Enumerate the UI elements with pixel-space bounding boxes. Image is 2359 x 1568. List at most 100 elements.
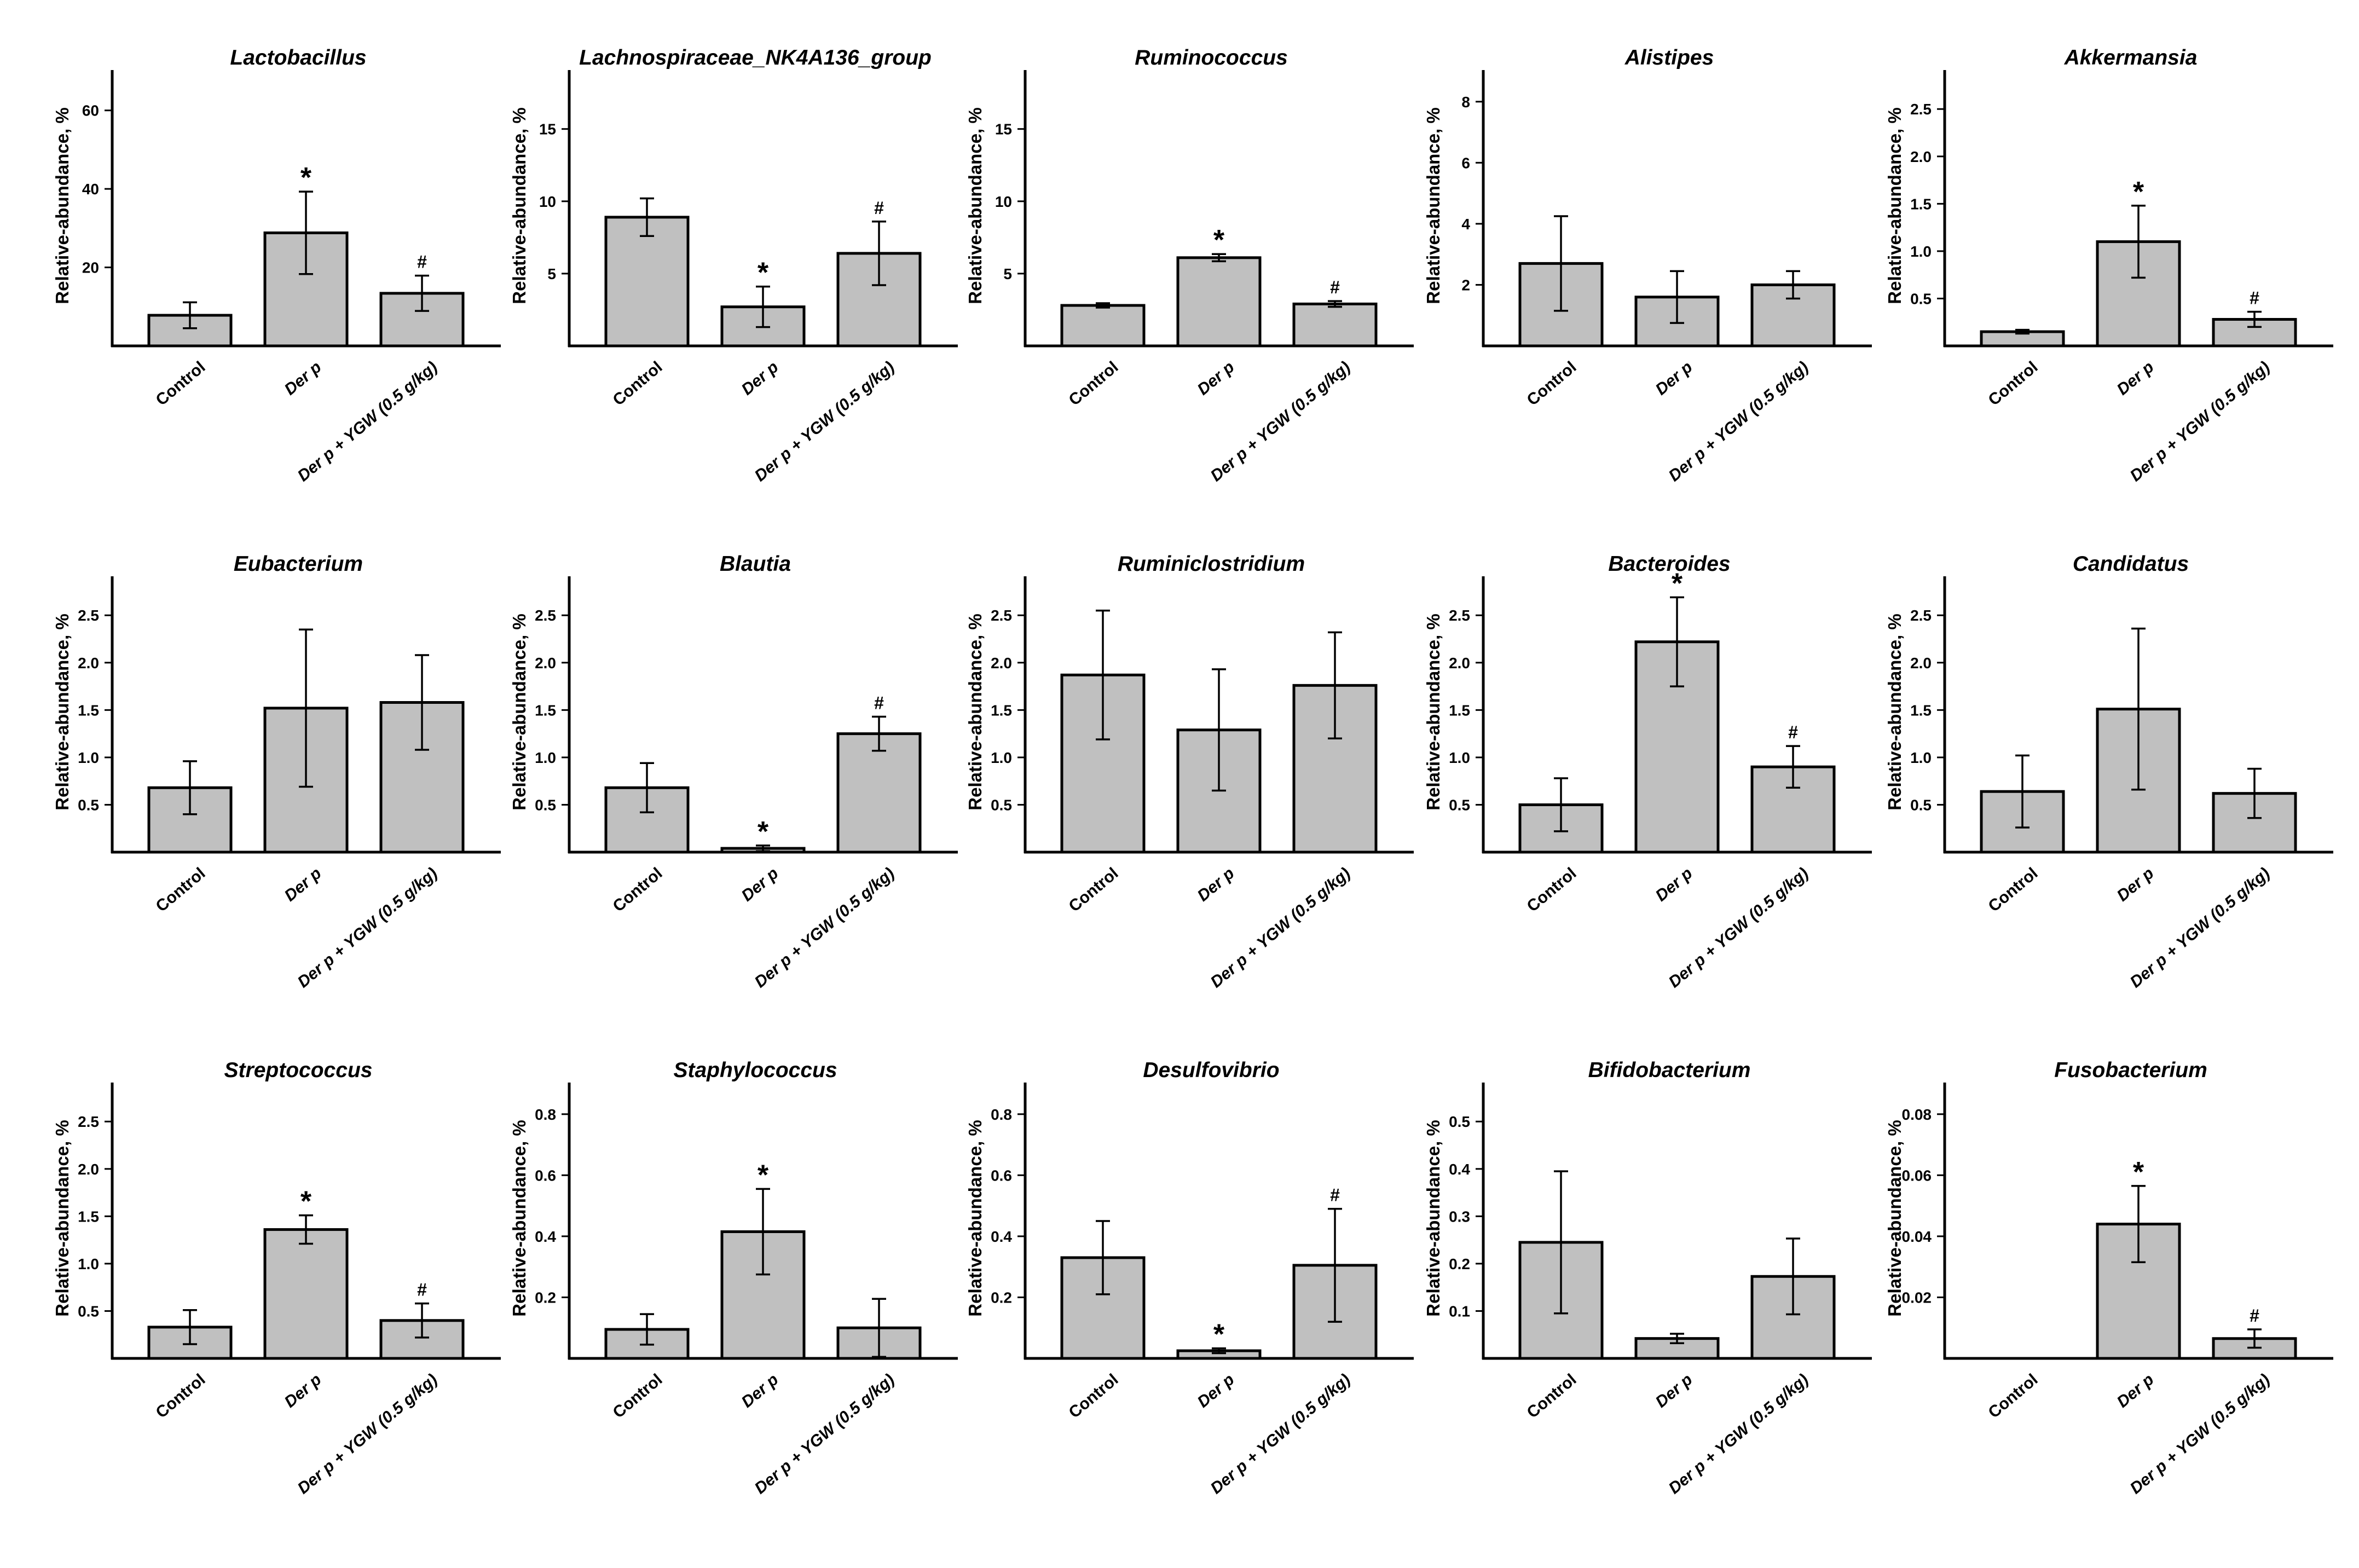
significance-star: * [2133,1156,2144,1188]
x-category-label: Control [1066,358,1122,409]
y-tick-label: 0.4 [991,1228,1012,1245]
x-category-label: Der p [281,358,325,399]
y-tick-label: 0.2 [1449,1255,1470,1272]
y-tick-label: 4 [1461,216,1470,233]
y-axis-label: Relative-abundance, % [1884,1120,1905,1316]
y-tick-label: 1.0 [1449,749,1470,766]
x-category-label: Control [153,358,209,409]
significance-hash: # [2250,1306,2259,1326]
x-category-label: Control [610,864,666,916]
x-category-label: Der p [2114,358,2158,399]
chart-title: Fusobacterium [2054,1058,2207,1082]
y-tick-label: 2.0 [1910,148,1932,165]
y-tick-label: 15 [539,121,556,138]
x-category-label: Der p [1194,358,1238,399]
y-tick-label: 2.5 [1910,101,1932,118]
x-category-label: Der p [1194,1370,1238,1411]
y-axis-label: Relative-abundance, % [509,107,529,304]
x-category-label: Control [153,1370,209,1422]
y-axis-label: Relative-abundance, % [965,107,985,304]
y-tick-label: 5 [1003,265,1012,282]
chart-title: Blautia [720,552,791,576]
y-axis-label: Relative-abundance, % [1884,614,1905,810]
y-axis-label: Relative-abundance, % [509,614,529,810]
x-category-label: Der p [281,1370,325,1411]
y-tick-label: 0.5 [1449,1113,1470,1130]
y-tick-label: 10 [995,193,1012,210]
chart-title: Eubacterium [234,552,363,576]
x-category-label: Control [1524,864,1580,916]
y-tick-label: 2.5 [991,607,1012,624]
chart-title: Bifidobacterium [1588,1058,1751,1082]
chart-panel: Alistipes Relative-abundance, % 2 4 6 8 Contro… [1423,46,1872,485]
chart-title: Bacteroides [1608,552,1730,576]
x-category-label: Control [153,864,209,916]
y-tick-label: 2.5 [535,607,556,624]
bar [836,732,922,854]
x-category-label: Control [610,358,666,409]
y-tick-label: 2.0 [535,655,556,672]
y-tick-label: 0.5 [535,796,556,813]
y-tick-label: 6 [1461,154,1470,171]
y-tick-label: 0.1 [1449,1303,1470,1320]
significance-star: * [758,1159,769,1191]
y-axis-label: Relative-abundance, % [52,107,72,304]
x-category-label: Der p [1194,864,1238,905]
y-tick-label: 1.5 [1910,702,1932,719]
y-axis-label: Relative-abundance, % [965,614,985,810]
significance-hash: # [1788,722,1798,742]
y-tick-label: 0.4 [1449,1161,1470,1178]
x-category-label: Control [1524,1370,1580,1422]
chart-title: Lactobacillus [230,46,366,70]
chart-panel: Ruminococcus Relative-abundance, % * #5 10 15… [965,46,1414,485]
x-category-label: Control [1985,864,2042,916]
chart-panel: Eubacterium Relative-abundance, % 0.5 1.0 1.… [52,552,501,991]
y-tick-label: 1.0 [78,749,99,766]
bar [1292,302,1378,348]
y-axis-label: Relative-abundance, % [52,614,72,810]
x-category-label: Der p [738,1370,782,1411]
chart-panel: Staphylococcus Relative-abundance, % * 0.2 0… [509,1058,958,1497]
y-tick-label: 2.5 [1910,607,1932,624]
chart-panel: Bacteroides Relative-abundance, % * #0.5 1.0… [1423,552,1872,991]
significance-hash: # [1330,1185,1340,1205]
significance-hash: # [1330,277,1340,297]
y-axis-label: Relative-abundance, % [509,1120,529,1316]
y-tick-label: 1.5 [535,702,556,719]
y-tick-label: 0.02 [1902,1289,1932,1306]
y-tick-label: 1.5 [1449,702,1470,719]
y-tick-label: 2.5 [78,1113,99,1130]
chart-title: Candidatus [2073,552,2189,576]
bar [1060,304,1146,348]
x-category-label: Control [1985,358,2042,409]
y-tick-label: 0.5 [78,1303,99,1320]
y-tick-label: 0.5 [78,796,99,813]
x-category-label: Der p [281,864,325,905]
chart-panel: Blautia Relative-abundance, % * #0.5 1.0 1.5 2… [509,552,958,991]
x-category-label: Der p [738,358,782,399]
y-tick-label: 0.04 [1902,1228,1932,1245]
chart-panel: Fusobacterium Relative-abundance, % * #0.02… [1884,1058,2333,1497]
x-category-label: Control [1066,1370,1122,1422]
significance-star: * [1213,224,1225,256]
y-tick-label: 0.4 [535,1228,556,1245]
y-axis-label: Relative-abundance, % [1884,107,1905,304]
chart-title: Staphylococcus [673,1058,837,1082]
y-tick-label: 8 [1461,94,1470,111]
y-tick-label: 0.8 [991,1106,1012,1123]
y-tick-label: 40 [82,181,99,198]
y-tick-label: 2.0 [1449,655,1470,672]
y-tick-label: 60 [82,102,99,119]
significance-star: * [1213,1319,1225,1351]
y-tick-label: 2.0 [1910,655,1932,672]
y-tick-label: 0.08 [1902,1106,1932,1123]
y-axis-label: Relative-abundance, % [1423,1120,1443,1316]
x-category-label: Control [1066,864,1122,916]
y-axis-label: Relative-abundance, % [1423,614,1443,810]
y-tick-label: 0.6 [991,1167,1012,1184]
chart-panel: Desulfovibrio Relative-abundance, % * #0.2 0… [965,1058,1414,1497]
bar [1176,256,1262,348]
chart-panel: Streptococcus Relative-abundance, % * #0.5 1… [52,1058,501,1497]
significance-hash: # [417,1280,427,1300]
